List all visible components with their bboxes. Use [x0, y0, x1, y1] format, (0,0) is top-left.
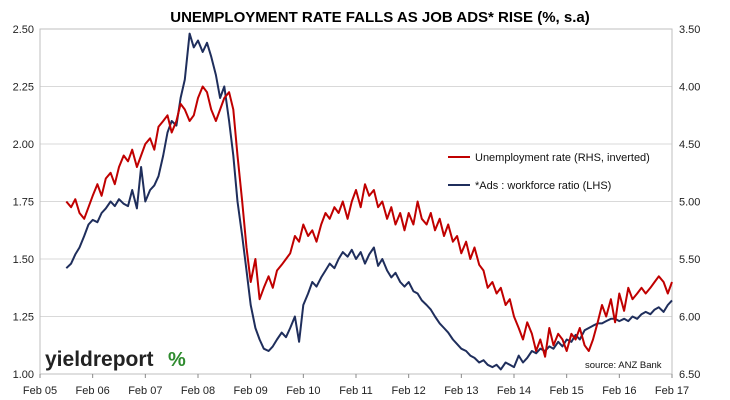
left-axis: 1.00 1.25 1.50 1.75 2.00 2.25 2.50 [13, 24, 34, 381]
x-tick-label: Feb 12 [392, 385, 426, 397]
right-tick-label: 6.00 [679, 312, 700, 324]
x-tick-label: Feb 15 [550, 385, 584, 397]
x-tick-label: Feb 06 [76, 385, 110, 397]
left-tick-label: 1.50 [13, 254, 34, 266]
x-tick-label: Feb 05 [23, 385, 57, 397]
right-tick-label: 5.50 [679, 254, 700, 266]
right-tick-label: 5.00 [679, 197, 700, 209]
yieldreport-logo: yieldreport % [45, 348, 186, 371]
ads-workforce-ratio-line [65, 32, 673, 371]
legend: Unemployment rate (RHS, inverted) *Ads :… [448, 152, 650, 192]
logo-percent-mark: % [168, 349, 186, 371]
x-tick-label: Feb 17 [655, 385, 689, 397]
left-tick-label: 1.00 [13, 369, 34, 381]
right-tick-label: 3.50 [679, 24, 700, 36]
legend-label-unemployment: Unemployment rate (RHS, inverted) [475, 152, 650, 164]
x-tick-label: Feb 07 [128, 385, 162, 397]
x-tick-label: Feb 16 [602, 385, 636, 397]
legend-label-ads: *Ads : workforce ratio (LHS) [475, 180, 611, 192]
x-axis: Feb 05 Feb 06 Feb 07 Feb 08 Feb 09 Feb 10 Feb … [23, 374, 689, 397]
x-tick-label: Feb 09 [234, 385, 268, 397]
left-tick-label: 2.00 [13, 139, 34, 151]
x-tick-label: Feb 13 [444, 385, 478, 397]
left-tick-label: 1.75 [13, 197, 34, 209]
right-tick-label: 6.50 [679, 369, 700, 381]
x-tick-label: Feb 14 [497, 385, 531, 397]
right-axis: 3.50 4.00 4.50 5.00 5.50 6.00 6.50 [679, 24, 700, 381]
chart-title: UNEMPLOYMENT RATE FALLS AS JOB ADS* RISE… [170, 9, 590, 26]
right-tick-label: 4.50 [679, 139, 700, 151]
unemployment-rate-line [65, 85, 673, 358]
left-tick-label: 2.25 [13, 82, 34, 94]
left-tick-label: 1.25 [13, 312, 34, 324]
x-tick-label: Feb 10 [286, 385, 320, 397]
right-tick-label: 4.00 [679, 82, 700, 94]
source-note: source: ANZ Bank [585, 360, 662, 371]
x-tick-label: Feb 11 [339, 385, 372, 397]
logo-wordmark: yieldreport [45, 348, 154, 371]
x-tick-label: Feb 08 [181, 385, 215, 397]
left-tick-label: 2.50 [13, 24, 34, 36]
series-lines [65, 32, 673, 371]
